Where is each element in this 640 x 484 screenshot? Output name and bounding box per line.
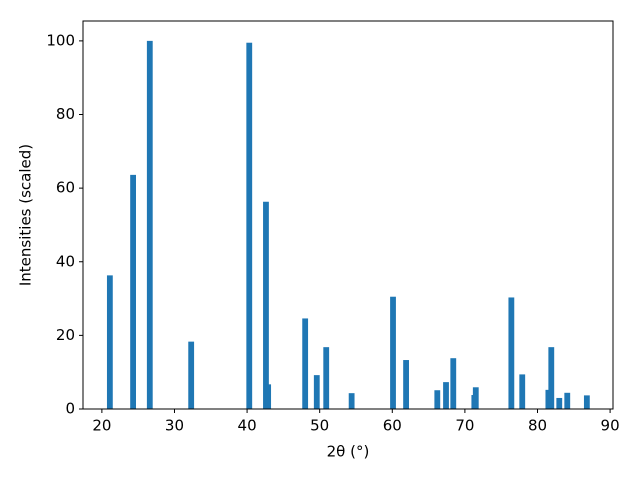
y-tick-label: 80 — [56, 105, 75, 123]
bar — [472, 387, 479, 409]
bar — [246, 42, 253, 409]
x-axis-label: 2θ (°) — [327, 443, 370, 461]
bar — [403, 360, 409, 409]
bar — [443, 382, 449, 409]
bar — [583, 395, 590, 409]
bar — [434, 390, 441, 409]
bar — [302, 318, 309, 409]
y-tick-label: 20 — [56, 326, 75, 344]
bar — [390, 296, 396, 409]
bar — [263, 201, 269, 409]
bar — [265, 384, 272, 409]
y-tick-label: 0 — [65, 400, 75, 418]
bar — [450, 358, 457, 409]
bar — [519, 374, 526, 409]
bar — [564, 392, 571, 409]
bar — [323, 347, 330, 409]
x-tick-label: 60 — [383, 417, 402, 435]
x-tick-label: 50 — [310, 417, 329, 435]
x-tick-label: 30 — [165, 417, 184, 435]
bar — [188, 341, 195, 409]
bar — [556, 397, 563, 409]
bar — [508, 297, 515, 409]
x-tick-label: 20 — [92, 417, 111, 435]
y-tick-label: 40 — [56, 252, 75, 270]
x-tick-label: 40 — [238, 417, 257, 435]
x-tick-label: 70 — [455, 417, 474, 435]
bar — [548, 347, 555, 409]
y-tick-label: 100 — [46, 31, 75, 49]
x-tick-label: 80 — [528, 417, 547, 435]
y-axis-label: Intensities (scaled) — [17, 144, 35, 286]
plot-frame — [82, 20, 614, 410]
bar — [106, 275, 113, 409]
bar — [130, 174, 136, 409]
x-tick-label: 90 — [601, 417, 620, 435]
bar — [146, 40, 153, 409]
bar — [348, 393, 355, 409]
bar — [313, 375, 320, 409]
y-tick-label: 60 — [56, 179, 75, 197]
